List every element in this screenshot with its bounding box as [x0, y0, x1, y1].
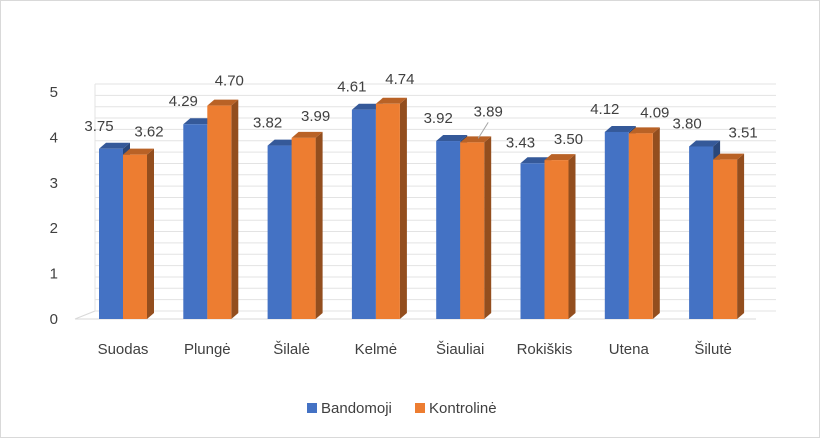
bar — [460, 136, 492, 319]
y-axis-ticks: 0 1 2 3 4 5 — [50, 84, 58, 328]
bar-side — [568, 154, 576, 319]
data-label: 3.62 — [134, 124, 163, 141]
category-label: Šilutė — [694, 341, 732, 358]
bar-side — [737, 153, 745, 319]
bar-front — [713, 159, 738, 319]
category-label: Plungė — [184, 341, 231, 358]
bar — [207, 99, 239, 320]
leader-line — [477, 122, 489, 139]
bars — [99, 97, 745, 320]
bar-front — [207, 105, 232, 320]
bar-top — [520, 157, 552, 164]
bar-top — [291, 131, 323, 138]
bar-side — [399, 97, 407, 319]
data-label: 4.61 — [337, 79, 366, 96]
bar-top — [99, 142, 130, 149]
data-label: 3.43 — [506, 134, 535, 151]
bar-front — [351, 109, 376, 320]
bar — [123, 148, 154, 319]
category-labels: Suodas Plungė Šilalė Kelmė Šiauliai Rokiškis U… — [98, 341, 732, 358]
bar-top — [207, 99, 239, 106]
data-label: 3.51 — [728, 125, 757, 142]
legend: Bandomoji Kontrolinė — [307, 400, 497, 417]
bar-side — [652, 127, 660, 320]
legend-item: Kontrolinė — [415, 400, 497, 417]
bar-front — [183, 124, 208, 319]
data-label: 4.29 — [169, 93, 198, 110]
data-label: 4.74 — [385, 71, 414, 88]
bar-top — [267, 139, 299, 146]
bar-top — [460, 136, 492, 143]
bar-front — [99, 148, 123, 319]
y-tick-label: 2 — [50, 220, 58, 237]
category-label: Šilalė — [273, 341, 310, 358]
bar-top — [123, 148, 154, 155]
legend-item: Bandomoji — [307, 400, 392, 417]
category-label: Rokiškis — [517, 341, 573, 358]
bar — [375, 97, 407, 319]
bar — [628, 127, 660, 320]
bar-top — [628, 127, 660, 134]
category-label: Kelmė — [355, 341, 398, 358]
data-label: 3.92 — [424, 110, 453, 127]
category-label: Šiauliai — [436, 341, 484, 358]
bar — [713, 153, 745, 319]
data-label: 3.89 — [474, 103, 503, 120]
y-tick-label: 5 — [50, 84, 58, 101]
bar-top — [604, 125, 636, 132]
bar-front — [544, 160, 569, 319]
bar-front — [267, 145, 292, 319]
bar-top — [375, 97, 407, 104]
legend-label: Kontrolinė — [429, 400, 497, 417]
bar-side — [484, 136, 492, 319]
bar-front — [604, 131, 629, 319]
bar-front — [436, 141, 461, 319]
bar-top — [544, 154, 576, 161]
floor-edge — [74, 310, 96, 320]
category-label: Utena — [609, 341, 650, 358]
bar-top — [436, 135, 468, 142]
bar-front — [123, 154, 147, 319]
y-tick-label: 1 — [50, 266, 58, 283]
bar-front — [291, 137, 316, 319]
data-label: 3.80 — [672, 115, 701, 132]
bar-front — [460, 142, 485, 319]
data-label: 4.09 — [640, 104, 669, 121]
bar — [291, 131, 323, 319]
data-label: 3.75 — [84, 118, 113, 135]
legend-swatch — [307, 403, 317, 413]
bar-front — [689, 146, 714, 319]
bar-front — [375, 103, 400, 319]
data-label: 4.70 — [215, 73, 244, 90]
bar-top — [183, 118, 215, 125]
bar-side — [315, 131, 323, 319]
bar — [544, 154, 576, 319]
y-tick-label: 4 — [50, 129, 58, 146]
data-label: 3.82 — [253, 115, 282, 132]
bar-front — [628, 133, 653, 319]
data-labels: 3.75 3.62 4.29 4.70 3.82 3.99 4.61 4.74 3.92 3.89… — [84, 71, 757, 151]
bar-side — [147, 148, 154, 319]
bar-top — [713, 153, 745, 160]
bar-top — [689, 140, 721, 147]
data-label: 3.99 — [301, 108, 330, 125]
category-label: Suodas — [98, 341, 149, 358]
bar-front — [520, 163, 545, 319]
legend-label: Bandomoji — [321, 400, 392, 417]
bar — [436, 135, 468, 319]
y-tick-label: 3 — [50, 175, 58, 192]
data-label: 4.12 — [590, 101, 619, 118]
y-tick-label: 0 — [50, 311, 58, 328]
legend-swatch — [415, 403, 425, 413]
bar-top — [351, 103, 383, 110]
data-label: 3.50 — [554, 131, 583, 148]
bar-side — [231, 99, 239, 320]
